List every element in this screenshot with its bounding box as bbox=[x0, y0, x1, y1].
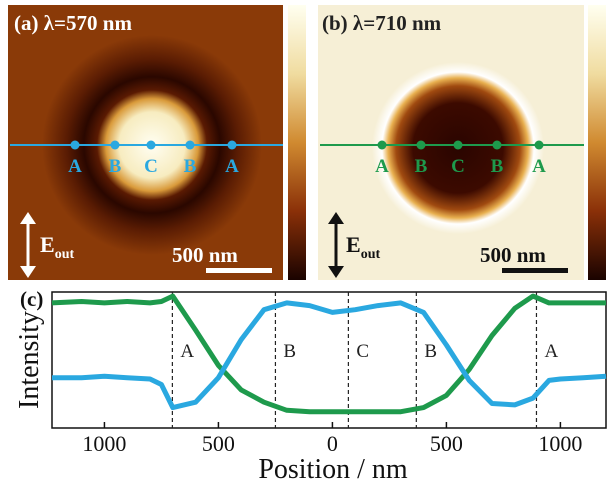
panel-label: (b) λ=710 nm bbox=[322, 11, 442, 35]
y-axis-label: Intensity bbox=[14, 311, 45, 409]
x-axis-label: Position / nm bbox=[258, 454, 408, 485]
point-label: B bbox=[109, 156, 122, 177]
x-tick-label: 500 bbox=[430, 431, 463, 456]
profile-point bbox=[493, 141, 502, 150]
marker-label: B bbox=[283, 341, 296, 362]
profile-point bbox=[147, 141, 156, 150]
point-label: C bbox=[451, 156, 465, 177]
marker-label: C bbox=[356, 341, 369, 362]
x-tick-label: 1000 bbox=[82, 431, 126, 456]
profile-point bbox=[535, 141, 544, 150]
point-label: B bbox=[415, 156, 428, 177]
colorbar bbox=[588, 5, 606, 280]
scale-label: 500 nm bbox=[480, 243, 546, 267]
profile-point bbox=[417, 141, 426, 150]
profile-point bbox=[378, 141, 387, 150]
scale-label: 500 nm bbox=[172, 243, 238, 267]
point-label: A bbox=[375, 156, 389, 177]
panel-label: (a) λ=570 nm bbox=[14, 11, 132, 35]
scale-bar bbox=[206, 268, 272, 273]
x-tick-label: 1000 bbox=[538, 431, 582, 456]
scale-bar bbox=[502, 268, 568, 273]
colorbar bbox=[288, 5, 306, 280]
profile-point bbox=[454, 141, 463, 150]
point-label: A bbox=[225, 156, 239, 177]
profile-point bbox=[111, 141, 120, 150]
profile-point bbox=[228, 141, 237, 150]
figure: (a) λ=570 nm Eout 500 nm (b) λ=710 nm Eo… bbox=[0, 0, 608, 486]
marker-label: B bbox=[424, 341, 437, 362]
point-label: C bbox=[144, 156, 158, 177]
profile-point bbox=[186, 141, 195, 150]
marker-label: A bbox=[544, 341, 558, 362]
x-tick-label: 500 bbox=[202, 431, 235, 456]
point-label: B bbox=[184, 156, 197, 177]
panel-label: (c) bbox=[20, 287, 43, 311]
profile-point bbox=[71, 141, 80, 150]
data-line bbox=[52, 303, 606, 408]
point-label: A bbox=[68, 156, 82, 177]
x-tick-label: 0 bbox=[327, 431, 338, 456]
marker-label: A bbox=[180, 341, 194, 362]
point-label: A bbox=[532, 156, 546, 177]
point-label: B bbox=[491, 156, 504, 177]
